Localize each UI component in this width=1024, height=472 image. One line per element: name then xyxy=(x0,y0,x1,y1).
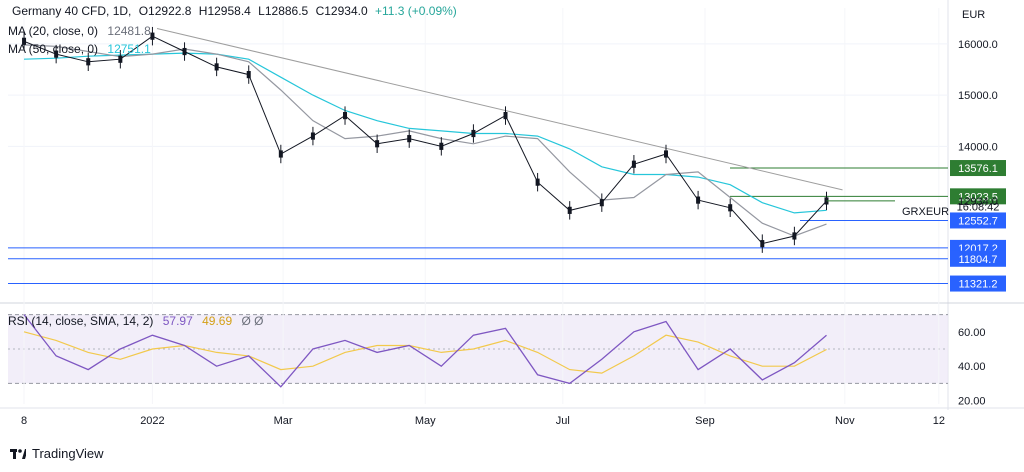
y-tick-label: 15000.0 xyxy=(958,90,998,102)
tradingview-logo-icon xyxy=(10,448,26,459)
ohlc-open: O12922.8 xyxy=(138,4,192,18)
x-tick-label: 2022 xyxy=(140,415,164,427)
symbol-tag: GRXEUR xyxy=(902,206,949,218)
chart-area[interactable]: 14000.0 15000.0 16000.0 EUR 20.00 40.00 60.00 8… xyxy=(0,0,1024,440)
last-price-label: 12934.0 xyxy=(958,196,998,208)
ohlc-high: H12958.4 xyxy=(198,4,251,18)
ma20-value: 12481.8 xyxy=(107,24,151,38)
countdown-label: 16:08:42 xyxy=(957,201,1000,213)
x-tick-label: 12 xyxy=(933,415,945,427)
ma20-line xyxy=(23,44,827,237)
trend-line xyxy=(156,28,843,191)
rsi-tick-label: 20.00 xyxy=(958,396,986,408)
chart-svg: 14000.0 15000.0 16000.0 EUR 20.00 40.00 60.00 8… xyxy=(0,0,1024,427)
rsi-label: RSI (14, close, SMA, 14, 2) xyxy=(8,314,154,328)
price-label-text: 13576.1 xyxy=(958,163,998,175)
x-tick-label: Sep xyxy=(695,415,715,427)
ohlc-change: +11.3 (+0.09%) xyxy=(374,4,457,18)
y-tick-label: 16000.0 xyxy=(958,39,998,51)
ma50-label: MA (50, close, 0) xyxy=(8,42,99,56)
brand-name: TradingView xyxy=(32,446,104,461)
close-line xyxy=(23,35,827,245)
price-label-box xyxy=(950,188,1006,205)
price-label-box xyxy=(950,250,1006,267)
rsi-tick-label: 40.00 xyxy=(958,361,986,373)
rsi-tick-label: 60.00 xyxy=(958,327,986,339)
x-tick-label: Mar xyxy=(274,415,293,427)
ohlc-low: L12886.5 xyxy=(258,4,309,18)
tradingview-branding[interactable]: TradingView xyxy=(10,446,104,461)
ma50-legend[interactable]: MA (50, close, 0) 12751.1 xyxy=(8,42,151,56)
rsi-extra: Ø Ø xyxy=(241,314,264,328)
price-label-text: 11804.7 xyxy=(959,254,998,266)
price-label-text: 12552.7 xyxy=(958,215,998,227)
ma20-legend[interactable]: MA (20, close, 0) 12481.8 xyxy=(8,24,151,38)
x-tick-label: May xyxy=(415,415,436,427)
x-tick-label: Jul xyxy=(556,415,570,427)
rsi-ma-line xyxy=(23,331,827,374)
ma50-value: 12751.1 xyxy=(107,42,151,56)
price-label-box xyxy=(950,160,1006,177)
ma20-label: MA (20, close, 0) xyxy=(8,24,99,38)
currency-label: EUR xyxy=(962,9,985,21)
symbol-title: Germany 40 CFD, 1D, xyxy=(12,4,132,18)
rsi-line xyxy=(23,314,827,388)
x-tick-label: 8 xyxy=(21,415,27,427)
symbol-legend: Germany 40 CFD, 1D, O12922.8 H12958.4 L1… xyxy=(8,4,457,18)
ohlc-close: C12934.0 xyxy=(315,4,368,18)
x-tick-label: Nov xyxy=(835,415,855,427)
y-tick-label: 14000.0 xyxy=(958,141,998,153)
ma50-line xyxy=(23,52,827,214)
price-label-text: 13023.5 xyxy=(958,191,998,203)
price-label-text: 11321.2 xyxy=(959,279,998,291)
rsi-value: 57.97 xyxy=(162,314,193,328)
rsi-legend[interactable]: RSI (14, close, SMA, 14, 2) 57.97 49.69 … xyxy=(8,314,264,328)
rsi-ma-value: 49.69 xyxy=(202,314,233,328)
price-label-box xyxy=(950,275,1006,292)
price-label-box xyxy=(950,212,1006,229)
